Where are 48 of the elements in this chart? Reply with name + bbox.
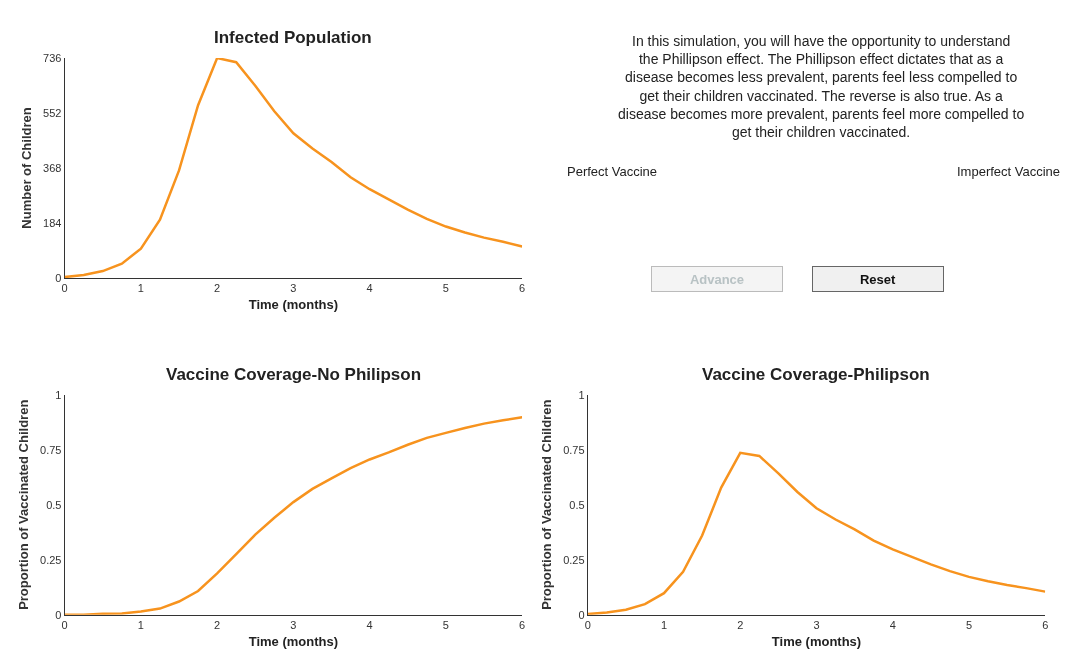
x-tick-label: 6 (519, 618, 526, 631)
x-tick-label: 5 (442, 618, 449, 631)
x-axis-title: Time (months) (248, 633, 339, 649)
x-tick-label: 6 (519, 282, 526, 295)
chart-title: Infected Population (214, 28, 372, 47)
x-tick-label: 6 (1042, 618, 1049, 631)
y-axis-title: Proportion of Vaccinated Children (15, 399, 31, 610)
x-axis-title: Time (months) (248, 296, 339, 312)
x-tick-label: 5 (442, 282, 449, 295)
x-tick-label: 1 (137, 618, 144, 631)
y-tick-label: 0.25 (40, 553, 62, 566)
x-tick-label: 5 (965, 618, 973, 631)
x-axis-title: Time (months) (771, 633, 862, 649)
x-tick-label: 2 (214, 618, 221, 631)
y-tick-label: 0 (55, 271, 62, 284)
y-tick-label: 1 (55, 388, 62, 401)
x-tick-label: 4 (366, 282, 373, 295)
y-axis-title: Number of Children (19, 107, 35, 229)
y-tick-label: 184 (43, 216, 62, 229)
y-tick-label: 0.5 (46, 498, 62, 511)
line-series (64, 58, 523, 278)
y-axis-title: Proportion of Vaccinated Children (539, 399, 555, 610)
x-tick-label: 3 (290, 618, 297, 631)
y-tick-label: 0.75 (563, 443, 585, 456)
chart-title: Vaccine Coverage-Philipson (702, 365, 930, 384)
text: Reset (859, 271, 897, 287)
text: In this simulation, you will have the opportunity to understand the Phillipson effect. The Phillipson effect dictates that as a disease becomes less prevalent, parents feel less compelled to get their children vaccinated. The reverse is also true. As a disease becomes more prevalent, parents feel more compelled to get their children vaccinated. (618, 33, 1025, 140)
x-tick-label: 1 (660, 618, 668, 631)
x-tick-label: 2 (737, 618, 744, 631)
y-tick-label: 0 (578, 608, 585, 621)
y-tick-label: 0 (55, 608, 62, 621)
x-tick-label: 1 (137, 282, 144, 295)
y-tick-label: 736 (43, 51, 62, 64)
y-tick-label: 0.5 (569, 498, 585, 511)
text: Advance (689, 271, 745, 287)
text: Imperfect Vaccine (957, 164, 1061, 179)
x-tick-label: 4 (889, 618, 896, 631)
y-tick-label: 0.75 (40, 443, 62, 456)
x-tick-label: 3 (290, 282, 297, 295)
x-tick-label: 4 (366, 618, 373, 631)
x-tick-label: 2 (214, 282, 221, 295)
y-tick-label: 368 (43, 161, 62, 174)
y-tick-label: 1 (578, 388, 585, 401)
y-tick-label: 0.25 (563, 553, 585, 566)
text: Perfect Vaccine (567, 164, 658, 179)
y-tick-label: 552 (43, 106, 62, 119)
x-tick-label: 3 (813, 618, 820, 631)
chart-title: Vaccine Coverage-No Philipson (166, 365, 422, 384)
